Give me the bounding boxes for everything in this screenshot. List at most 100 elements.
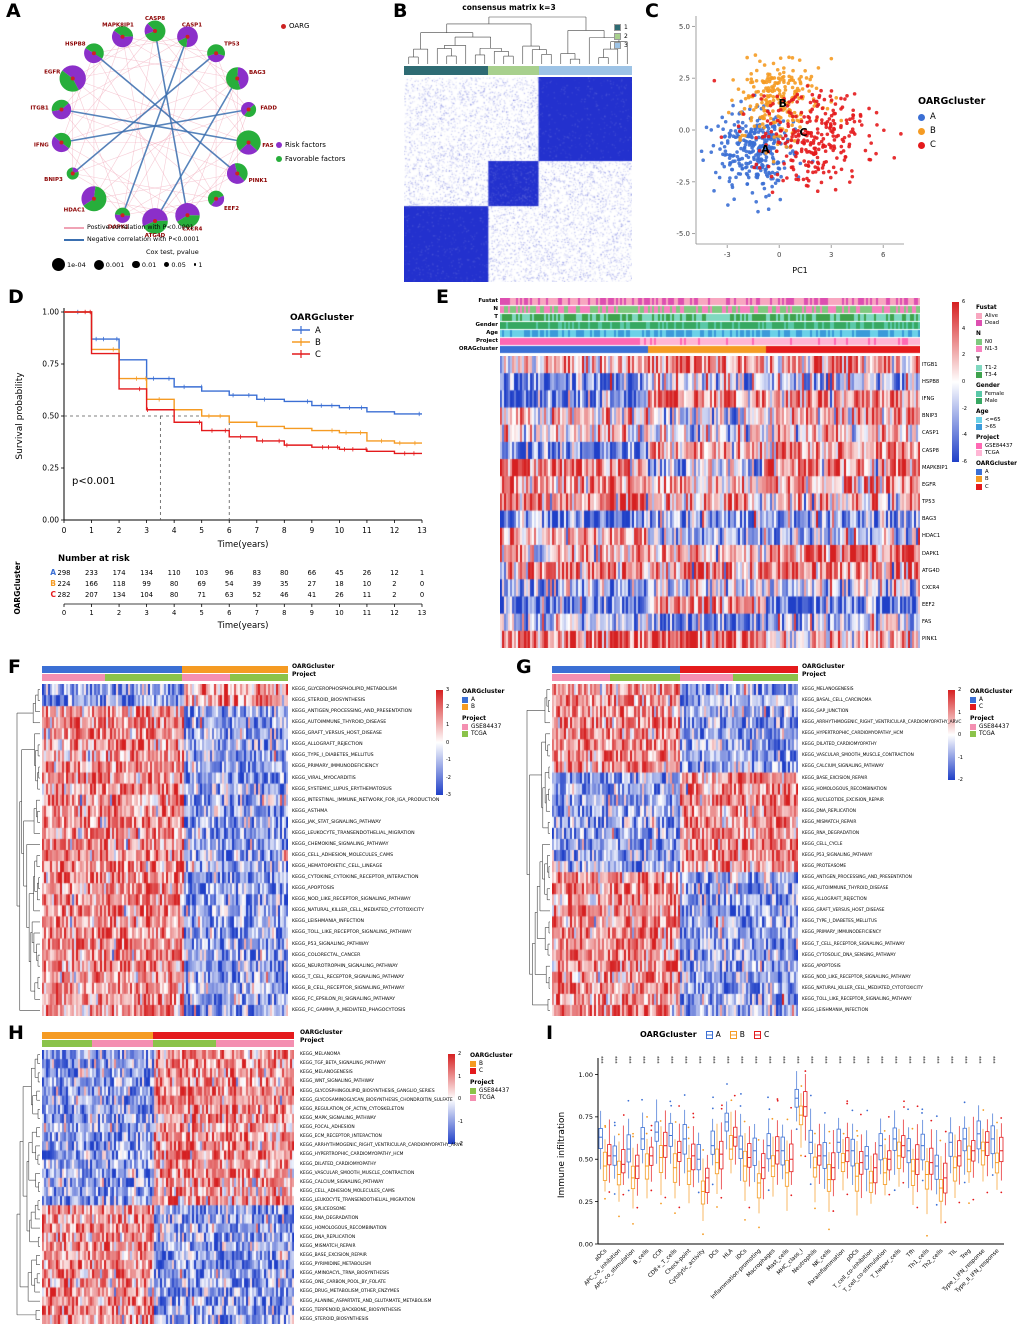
legend-swatch (970, 704, 976, 710)
legend-swatch (462, 731, 468, 737)
km-x-tick: 8 (282, 526, 287, 535)
node-favorable-slice (51, 99, 69, 112)
risk-count: 282 (58, 591, 71, 599)
immune-legend-item: B (729, 1030, 745, 1039)
circle-shape (821, 163, 826, 167)
circle-shape (777, 101, 782, 105)
pathway-label: KEGG_GRAFT_VERSUS_HOST_DISEASE (802, 908, 885, 914)
box-body (752, 1137, 757, 1166)
box-outlier (866, 1109, 869, 1112)
oarg-center-dot (214, 51, 219, 56)
circle-shape (852, 132, 857, 136)
circle-shape (829, 145, 833, 150)
positive-edge (93, 173, 238, 200)
risk-count: 83 (252, 569, 261, 577)
risk-table-title: Number at risk (58, 554, 130, 564)
risk-x-tick: 8 (282, 609, 286, 617)
box-outlier (800, 1154, 802, 1157)
positive-edge (187, 36, 249, 110)
circle-shape (744, 161, 748, 166)
box-outlier (771, 1117, 774, 1120)
immune-legend-title: OARGcluster (640, 1030, 697, 1039)
legend-swatch (976, 372, 982, 378)
risk-x-tick: 12 (390, 609, 399, 617)
pathway-label: KEGG_SPLICEOSOME (300, 1207, 346, 1213)
ann-project-seg (182, 674, 230, 681)
legend-item: A (976, 468, 1018, 475)
circle-shape (794, 173, 799, 177)
box-body (626, 1134, 631, 1163)
circle-shape (792, 139, 797, 143)
circle-shape (766, 134, 771, 139)
pca-cluster-annotation: A (761, 143, 770, 156)
circle-shape (821, 143, 826, 148)
risk-count: 207 (85, 591, 98, 599)
box-outlier (996, 1121, 998, 1124)
circle-shape (811, 138, 816, 143)
circle-shape (761, 89, 766, 93)
legend-item: B (462, 704, 506, 710)
circle-shape (739, 99, 743, 104)
circle-shape (743, 143, 748, 147)
circle-shape (801, 132, 806, 136)
positive-edge (72, 36, 123, 174)
circle-shape (847, 180, 852, 184)
consensus-matrix-heatmap (404, 77, 632, 282)
kegg-bc-colorbar (448, 1054, 455, 1144)
pathway-label: KEGG_JAK_STAT_SIGNALING_PATHWAY (292, 819, 382, 825)
legend-label: N0 (985, 338, 993, 345)
circle-shape (786, 81, 791, 85)
circle-shape (754, 162, 759, 167)
kegg-bc-cluster-annotation-label: OARGcluster (300, 1029, 343, 1036)
circle-shape (824, 125, 829, 130)
gene-label: TP53 (224, 42, 240, 48)
box-body (733, 1126, 738, 1147)
risk-count: 35 (280, 580, 289, 588)
box-outlier (814, 1132, 816, 1135)
consensus-legend-swatch (614, 24, 621, 31)
ann-cluster-seg (552, 666, 680, 673)
immune-category-label: B_cells (633, 1248, 651, 1266)
ann-cluster-seg (42, 1032, 153, 1039)
km-x-tick: 5 (199, 526, 204, 535)
circle-shape (814, 86, 819, 91)
legend-group-title: OARGcluster (970, 688, 1013, 695)
legend-label: GSE84437 (479, 1087, 510, 1094)
circle-shape (790, 123, 794, 128)
circle-shape (816, 66, 821, 70)
circle-shape (748, 107, 752, 112)
box-outlier (824, 1111, 826, 1114)
circle-shape (756, 160, 761, 164)
circle-shape (778, 197, 783, 202)
circle-shape (811, 170, 815, 175)
circle-shape (777, 167, 782, 171)
circle-shape (831, 165, 836, 170)
pca-x-tick: 0 (777, 251, 781, 259)
legend-item: T1-2 (976, 364, 1018, 371)
circle-shape (795, 140, 800, 145)
legend-label: TCGA (979, 731, 995, 737)
positive-edge (154, 30, 238, 79)
circle-shape (829, 129, 833, 133)
circle-shape (771, 141, 776, 146)
pca-y-tick: -2.5 (676, 178, 690, 186)
box-outlier (641, 1098, 643, 1101)
circle-shape (815, 155, 820, 160)
pathway-label: KEGG_FC_EPSILON_RI_SIGNALING_PATHWAY (292, 996, 396, 1002)
box-outlier (790, 1106, 792, 1109)
gene-label: EGFR (44, 69, 61, 75)
consensus-cluster-legend: 1 2 3 (614, 24, 628, 51)
circle-shape (744, 171, 749, 176)
circle-shape (823, 121, 828, 126)
circle-shape (815, 166, 820, 170)
pvalue-label: 0.01 (141, 260, 157, 269)
circle-shape (771, 159, 776, 164)
kegg-ac-colorbar (948, 690, 955, 780)
circle-shape (763, 113, 767, 117)
box-outlier (939, 1139, 942, 1142)
pathway-label: KEGG_BASE_EXCISION_REPAIR (300, 1252, 367, 1258)
circle-shape (852, 119, 857, 124)
gene-label: DAPK1 (108, 225, 129, 231)
legend-label: C (979, 704, 984, 710)
legend-group-title: OARGcluster (462, 688, 505, 695)
